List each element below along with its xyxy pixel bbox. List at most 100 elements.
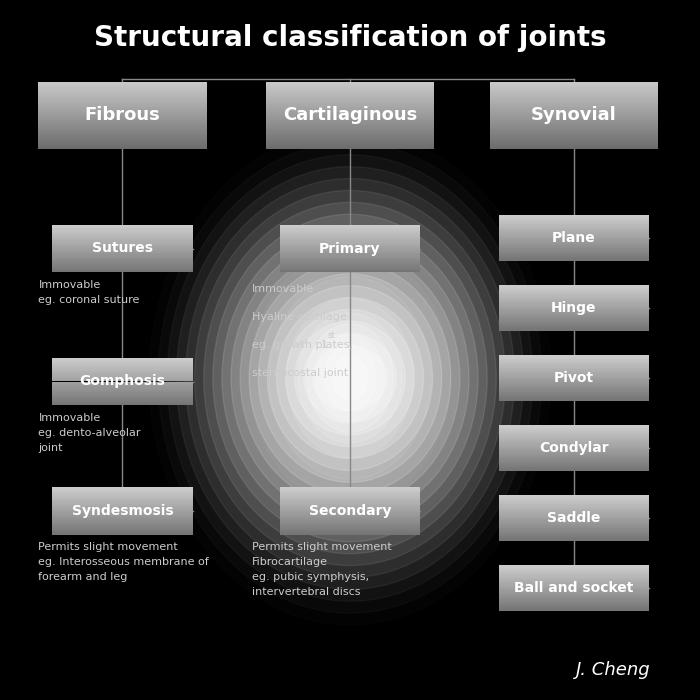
Bar <box>498 578 649 579</box>
Bar <box>38 139 206 141</box>
Bar <box>498 218 649 220</box>
Bar <box>280 511 420 512</box>
Bar <box>52 526 192 528</box>
Bar <box>498 455 649 456</box>
Bar <box>266 147 434 149</box>
Bar <box>490 141 658 142</box>
Bar <box>280 256 420 257</box>
Bar <box>38 116 206 117</box>
Ellipse shape <box>249 262 451 494</box>
Bar <box>52 375 192 377</box>
Text: Syndesmosis: Syndesmosis <box>71 504 174 518</box>
Bar <box>52 225 192 226</box>
Bar <box>498 286 649 288</box>
Bar <box>490 129 658 130</box>
Bar <box>498 300 649 301</box>
Bar <box>498 298 649 299</box>
Bar <box>266 107 434 109</box>
Bar <box>498 395 649 396</box>
Bar <box>498 372 649 374</box>
Bar <box>280 512 420 513</box>
Bar <box>498 223 649 224</box>
Bar <box>52 269 192 270</box>
Bar <box>498 224 649 225</box>
Bar <box>52 382 192 383</box>
Bar <box>280 491 420 492</box>
Bar <box>52 231 192 232</box>
Bar <box>38 147 206 149</box>
Bar <box>38 129 206 130</box>
Bar <box>498 529 649 531</box>
Bar <box>498 323 649 324</box>
Text: sternocostal joint: sternocostal joint <box>252 368 349 377</box>
Bar <box>498 439 649 440</box>
Bar <box>280 231 420 232</box>
Bar <box>498 588 649 589</box>
Bar <box>490 99 658 101</box>
Bar <box>38 137 206 139</box>
Bar <box>498 363 649 364</box>
Bar <box>498 368 649 369</box>
Text: Immovable
eg. coronal suture: Immovable eg. coronal suture <box>38 280 140 304</box>
Bar <box>52 239 192 240</box>
Bar <box>52 247 192 248</box>
Bar <box>498 448 649 449</box>
Bar <box>498 465 649 466</box>
Bar <box>266 109 434 111</box>
Bar <box>280 510 420 511</box>
Bar <box>280 521 420 522</box>
Bar <box>490 83 658 84</box>
Text: Secondary: Secondary <box>309 504 391 518</box>
Bar <box>498 253 649 254</box>
Bar <box>266 102 434 104</box>
Bar <box>498 425 649 426</box>
Bar <box>266 83 434 84</box>
Bar <box>280 529 420 530</box>
Bar <box>498 377 649 378</box>
Bar <box>280 497 420 498</box>
Ellipse shape <box>213 214 487 542</box>
Bar <box>498 509 649 510</box>
Bar <box>498 531 649 532</box>
Bar <box>498 291 649 292</box>
Bar <box>52 492 192 493</box>
Bar <box>498 505 649 507</box>
Bar <box>498 449 649 450</box>
Bar <box>280 523 420 524</box>
Bar <box>52 523 192 524</box>
Bar <box>52 253 192 255</box>
Bar <box>498 496 649 498</box>
Bar <box>280 227 420 228</box>
Ellipse shape <box>313 345 387 411</box>
Bar <box>498 431 649 432</box>
Bar <box>280 228 420 230</box>
Bar <box>498 463 649 464</box>
Ellipse shape <box>298 313 402 443</box>
Text: Pivot: Pivot <box>554 371 594 385</box>
Bar <box>280 246 420 247</box>
Bar <box>266 139 434 141</box>
Bar <box>498 389 649 391</box>
Bar <box>52 358 192 359</box>
Bar <box>490 134 658 136</box>
Bar <box>52 371 192 372</box>
Ellipse shape <box>186 178 514 578</box>
Bar <box>52 235 192 237</box>
Bar <box>490 109 658 111</box>
Ellipse shape <box>332 356 368 400</box>
Bar <box>38 146 206 147</box>
Bar <box>498 356 649 358</box>
Bar <box>498 295 649 297</box>
Bar <box>280 238 420 239</box>
Bar <box>280 259 420 260</box>
Bar <box>498 502 649 503</box>
Bar <box>52 233 192 235</box>
Bar <box>52 245 192 246</box>
Bar <box>498 393 649 394</box>
Bar <box>498 581 649 582</box>
Bar <box>498 534 649 535</box>
Bar <box>280 493 420 494</box>
Bar <box>498 384 649 385</box>
Bar <box>52 378 192 379</box>
Bar <box>280 232 420 233</box>
